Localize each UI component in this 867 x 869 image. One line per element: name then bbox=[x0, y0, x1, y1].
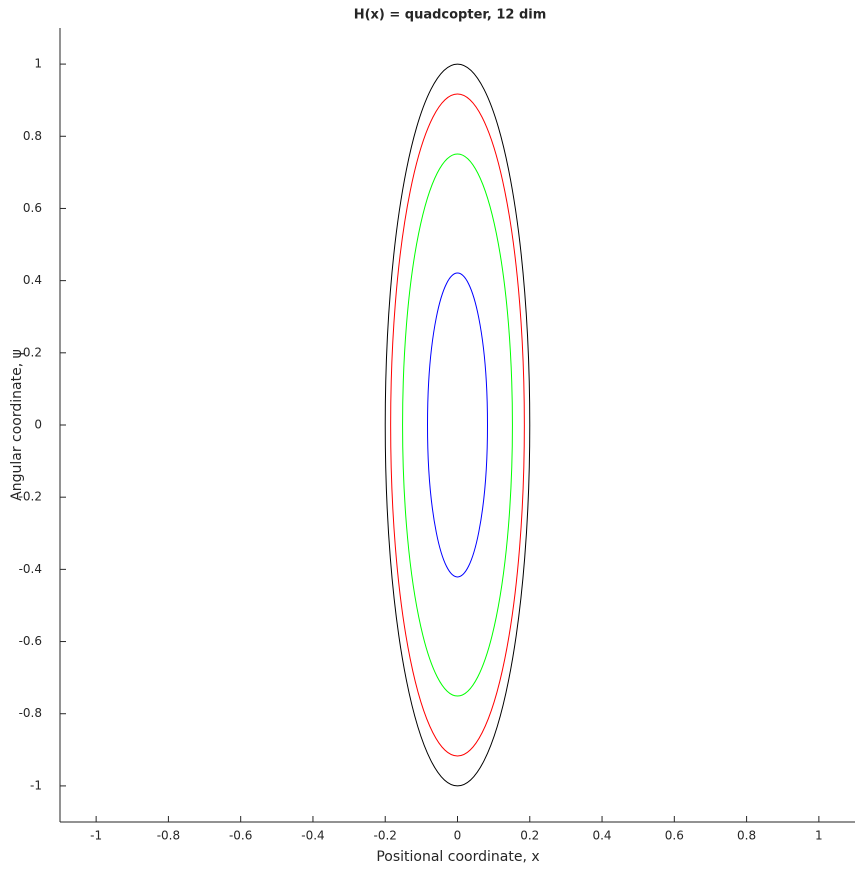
contour-ellipse bbox=[384, 63, 531, 787]
y-axis-label: Angular coordinate, ψ bbox=[9, 349, 25, 501]
contour-ellipse bbox=[390, 93, 525, 757]
y-tick-label: 0.4 bbox=[23, 273, 42, 287]
x-tick-label: 0 bbox=[454, 829, 462, 843]
y-tick-label: 0.8 bbox=[23, 129, 42, 143]
contour-ellipse bbox=[402, 153, 513, 697]
x-tick-label: 1 bbox=[815, 829, 823, 843]
x-tick-label: 0.8 bbox=[737, 829, 756, 843]
x-tick-label: 0.6 bbox=[665, 829, 684, 843]
x-tick-label: -0.2 bbox=[374, 829, 397, 843]
y-tick-label: 1 bbox=[34, 57, 42, 71]
x-tick-label: 0.2 bbox=[520, 829, 539, 843]
y-tick-label: -0.6 bbox=[19, 634, 42, 648]
contour-ellipse bbox=[427, 272, 488, 578]
y-tick-label: 0 bbox=[34, 418, 42, 432]
x-tick-label: -0.8 bbox=[157, 829, 180, 843]
y-tick-label: -0.4 bbox=[19, 562, 42, 576]
y-tick-label: 0.2 bbox=[23, 345, 42, 359]
y-tick-label: -0.8 bbox=[19, 706, 42, 720]
chart-title: H(x) = quadcopter, 12 dim bbox=[354, 8, 547, 23]
x-tick-label: -0.6 bbox=[229, 829, 252, 843]
y-tick-label: -0.2 bbox=[19, 490, 42, 504]
x-tick-label: 0.4 bbox=[592, 829, 611, 843]
y-tick-label: 0.6 bbox=[23, 201, 42, 215]
y-tick-label: -1 bbox=[30, 778, 42, 792]
x-axis-label: Positional coordinate, x bbox=[376, 849, 539, 865]
x-tick-label: -1 bbox=[90, 829, 102, 843]
x-tick-label: -0.4 bbox=[301, 829, 324, 843]
